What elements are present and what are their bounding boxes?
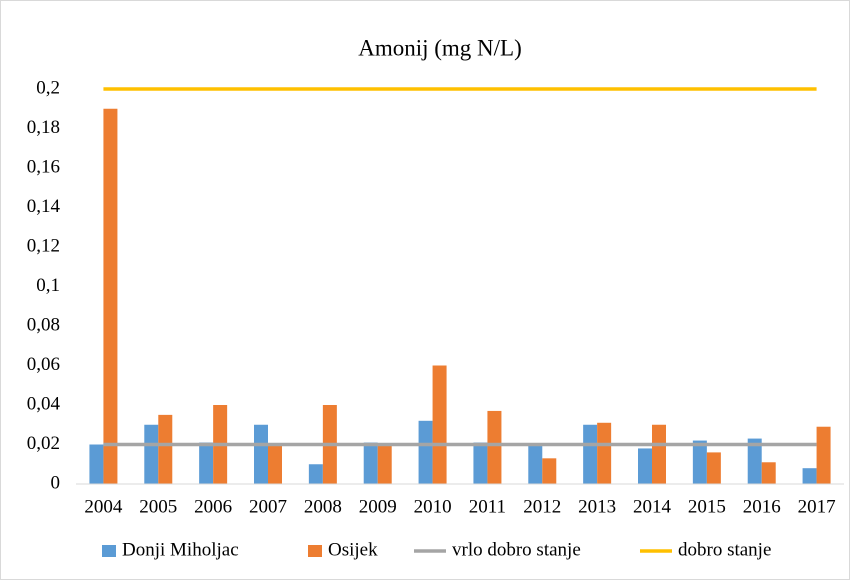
- bar: [597, 422, 612, 484]
- bar: [816, 426, 831, 484]
- bar: [542, 458, 557, 484]
- y-tick-label: 0,08: [27, 314, 60, 335]
- bar: [363, 442, 378, 484]
- y-tick-label: 0,18: [27, 117, 60, 138]
- bar: [692, 440, 707, 484]
- y-tick-label: 0,02: [27, 433, 60, 454]
- y-tick-label: 0,1: [36, 275, 60, 296]
- y-tick-label: 0: [51, 472, 61, 493]
- legend-swatch: [102, 545, 116, 557]
- legend-label: dobro stanje: [678, 539, 771, 560]
- y-tick-label: 0,16: [27, 156, 60, 177]
- bar: [254, 424, 268, 484]
- bar: [144, 424, 159, 484]
- bar: [747, 438, 762, 484]
- x-tick-label: 2011: [469, 496, 506, 517]
- x-tick-label: 2010: [414, 496, 452, 517]
- x-tick-label: 2005: [139, 496, 177, 517]
- legend-label: vrlo dobro stanje: [452, 539, 581, 560]
- x-tick-label: 2004: [84, 496, 123, 517]
- bar: [199, 442, 214, 484]
- x-tick-label: 2009: [359, 496, 397, 517]
- bar: [583, 424, 598, 484]
- y-tick-label: 0,2: [36, 77, 60, 98]
- bar: [158, 414, 173, 484]
- y-tick-label: 0,04: [27, 393, 61, 414]
- bar: [638, 448, 652, 484]
- x-tick-label: 2017: [798, 496, 836, 517]
- bar: [528, 444, 543, 484]
- bar: [268, 444, 282, 484]
- bar: [377, 444, 392, 484]
- chart-title: Amonij (mg N/L): [358, 35, 522, 60]
- bar: [761, 462, 776, 484]
- x-tick-label: 2015: [688, 496, 726, 517]
- x-tick-label: 2006: [194, 496, 232, 517]
- bar: [706, 452, 721, 484]
- x-tick-label: 2014: [633, 496, 672, 517]
- legend-swatch: [308, 545, 322, 557]
- bar: [487, 410, 502, 484]
- bar: [418, 420, 433, 484]
- x-tick-label: 2016: [743, 496, 781, 517]
- bar: [802, 468, 817, 484]
- y-tick-label: 0,06: [27, 354, 60, 375]
- bar: [473, 442, 488, 484]
- x-tick-label: 2007: [249, 496, 287, 517]
- x-tick-label: 2012: [523, 496, 561, 517]
- x-tick-label: 2008: [304, 496, 342, 517]
- bar: [432, 365, 447, 484]
- x-tick-label: 2013: [578, 496, 616, 517]
- bar: [308, 464, 323, 484]
- bar: [103, 108, 118, 484]
- bar: [89, 444, 104, 484]
- y-tick-label: 0,12: [27, 235, 60, 256]
- legend-label: Osijek: [328, 539, 378, 560]
- legend-label: Donji Miholjac: [122, 539, 239, 560]
- y-tick-label: 0,14: [27, 196, 61, 217]
- bar: [652, 424, 666, 484]
